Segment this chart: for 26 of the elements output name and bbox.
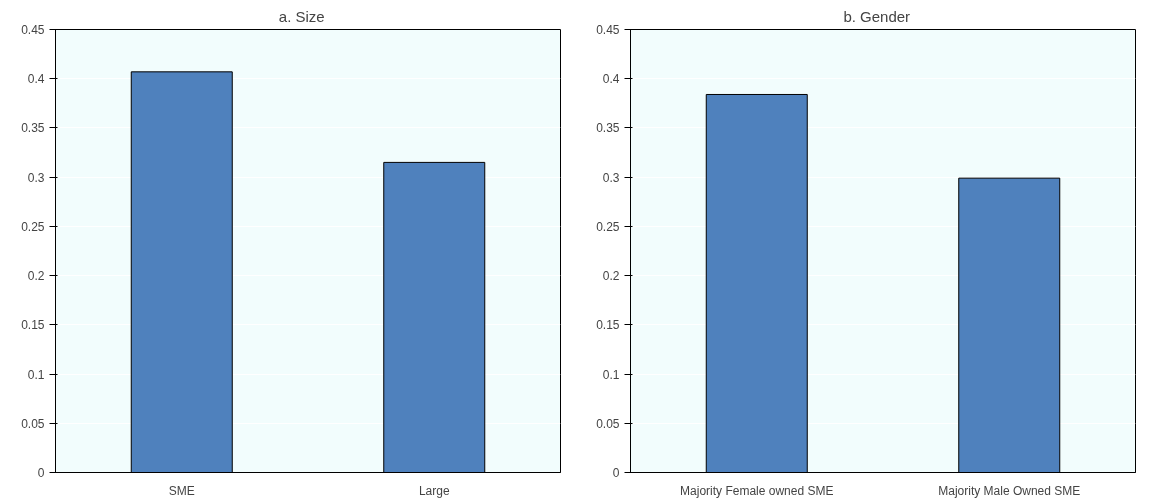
y-tick-label: 0.45 bbox=[596, 23, 620, 37]
y-tick-label: 0.35 bbox=[596, 121, 620, 136]
x-tick-label: Majority Female owned SME bbox=[680, 483, 834, 498]
y-tick-label: 0.35 bbox=[21, 121, 45, 136]
y-tick-label: 0.3 bbox=[602, 170, 620, 185]
x-tick-label: Majority Male Owned SME bbox=[938, 483, 1081, 498]
y-tick-label: 0.25 bbox=[596, 219, 620, 234]
y-tick-label: 0.45 bbox=[21, 23, 45, 37]
x-tick-label: Large bbox=[418, 483, 450, 498]
y-tick-label: 0.15 bbox=[596, 318, 620, 333]
y-tick-label: 0.3 bbox=[27, 170, 45, 185]
y-tick-label: 0.4 bbox=[27, 72, 45, 87]
y-tick-label: 0.1 bbox=[27, 367, 45, 382]
y-tick-label: 0.1 bbox=[602, 367, 620, 382]
y-tick-label: 0.2 bbox=[27, 269, 45, 284]
y-tick-label: 0.05 bbox=[21, 416, 45, 431]
y-tick-label: 0 bbox=[612, 466, 620, 480]
chart-title: b. Gender bbox=[843, 7, 911, 25]
y-tick-label: 0.25 bbox=[21, 219, 45, 234]
y-tick-label: 0.05 bbox=[596, 416, 620, 431]
chart-title: a. Size bbox=[278, 7, 325, 25]
y-tick-label: 0.15 bbox=[21, 318, 45, 333]
x-tick-label: SME bbox=[168, 483, 195, 498]
y-tick-label: 0.2 bbox=[602, 269, 620, 284]
y-tick-label: 0.4 bbox=[602, 72, 620, 87]
y-tick-label: 0 bbox=[37, 466, 45, 480]
